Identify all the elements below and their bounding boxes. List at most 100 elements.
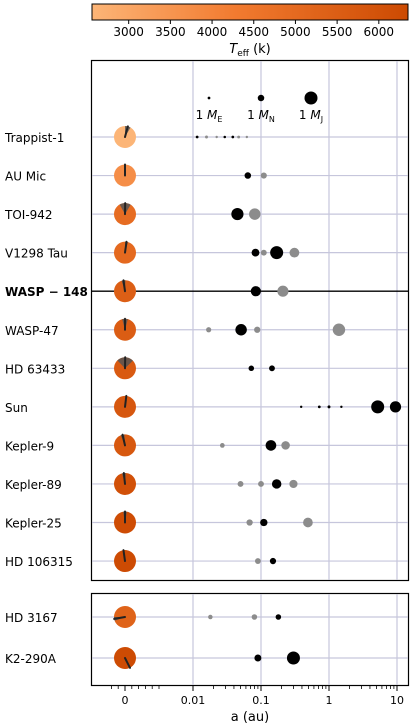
system-row: K2-290A — [5, 647, 408, 669]
system-label: HD 63433 — [5, 362, 65, 376]
system-row: WASP − 148 — [5, 279, 408, 303]
system-row: HD 106315 — [5, 549, 408, 573]
legend-label: 1 ME — [196, 108, 223, 124]
system-label: Sun — [5, 401, 28, 415]
planet-marker — [317, 405, 321, 409]
colorbar-label-sub: eff — [237, 49, 250, 59]
x-tick-label: 10 — [390, 694, 404, 707]
planet-marker — [237, 481, 244, 487]
planet-marker — [260, 172, 267, 179]
planet-marker — [303, 517, 313, 528]
system-label: Kepler-89 — [5, 478, 62, 492]
colorbar-label: Teff (k) — [229, 42, 271, 59]
colorbar-gradient — [91, 3, 409, 21]
planet-marker — [254, 326, 261, 333]
planet-marker — [251, 248, 260, 257]
planet-marker — [371, 400, 385, 414]
system-label: HD 3167 — [5, 611, 58, 625]
x-tick-label: 1 — [326, 694, 333, 707]
obliquity-line — [124, 125, 129, 138]
planet-marker — [248, 365, 255, 372]
colorbar-label-main: T — [229, 42, 238, 57]
system-label: WASP − 148 — [5, 285, 88, 299]
colorbar-tick-label: 4500 — [238, 25, 269, 39]
planet-marker — [269, 365, 275, 372]
obliquity-line — [124, 394, 128, 408]
system-row: Sun — [5, 394, 408, 418]
colorbar-tick-label: 3000 — [113, 25, 144, 39]
system-row: Kepler-25 — [5, 510, 408, 534]
planet-marker — [235, 324, 247, 336]
system-row: Trappist-1 — [4, 125, 408, 148]
main-panel-frame — [90, 59, 410, 582]
system-label: AU Mic — [5, 170, 46, 184]
gridlines — [192, 61, 398, 685]
planet-marker — [195, 135, 199, 139]
obliquity-line — [113, 616, 126, 620]
legend-marker — [207, 96, 211, 100]
planet-marker — [258, 481, 264, 487]
system-row: WASP-47 — [5, 317, 408, 341]
planet-marker — [245, 135, 249, 139]
colorbar-tick-label: 3500 — [155, 25, 186, 39]
x-tick-label: 0.1 — [252, 694, 270, 707]
system-label: V1298 Tau — [5, 247, 68, 261]
planet-marker — [277, 285, 289, 297]
system-row: HD 63433 — [5, 356, 408, 380]
planet-marker — [246, 519, 253, 526]
planet-marker — [254, 558, 261, 564]
planet-marker — [260, 249, 267, 256]
colorbar-ticks: 3000 3500 4000 4500 5000 5500 6000 — [113, 20, 394, 39]
legend-label: 1 MJ — [299, 108, 323, 124]
planet-marker — [260, 518, 268, 527]
planet-marker — [231, 208, 244, 221]
planet-marker — [208, 614, 213, 620]
system-label: Kepler-25 — [5, 517, 62, 531]
planet-marker — [281, 441, 290, 450]
system-label: TOI-942 — [4, 208, 53, 222]
planet-marker — [275, 614, 282, 620]
planet-marker — [289, 247, 300, 258]
planet-marker — [265, 440, 277, 451]
system-row: Kepler-89 — [5, 472, 408, 495]
x-tick-label: 0.01 — [181, 694, 206, 707]
system-row: TOI-942 — [4, 202, 408, 226]
obliquity-line — [124, 657, 131, 669]
planet-marker — [215, 135, 218, 139]
system-label: Trappist-1 — [4, 131, 64, 145]
system-row: V1298 Tau — [5, 240, 408, 264]
obliquity-line — [124, 240, 128, 254]
planet-marker — [340, 405, 343, 409]
planet-marker — [327, 405, 331, 409]
system-row: Kepler-9 — [5, 433, 408, 457]
obliquity-line — [122, 472, 126, 485]
colorbar-tick-label: 4000 — [197, 25, 228, 39]
planet-marker — [206, 327, 212, 333]
x-axis: 0 0.01 0.1 1 10 — [111, 686, 404, 707]
legend-marker — [304, 91, 318, 105]
x-tick-label: 0 — [122, 694, 129, 707]
planet-marker — [286, 651, 300, 665]
system-label: WASP-47 — [5, 324, 59, 338]
system-row: HD 3167 — [5, 606, 408, 628]
x-axis-label: a (au) — [231, 710, 269, 725]
planet-marker — [250, 286, 261, 297]
mass-legend: 1 ME 1 MN 1 MJ — [196, 91, 323, 124]
planet-marker — [299, 405, 303, 409]
system-row: AU Mic — [5, 163, 408, 187]
planet-marker — [271, 479, 282, 489]
planet-marker — [237, 135, 241, 139]
planet-marker — [219, 443, 225, 448]
colorbar: 3000 3500 4000 4500 5000 5500 6000 Teff (k) — [91, 3, 409, 59]
planet-marker — [223, 135, 227, 139]
planet-marker — [249, 208, 261, 220]
planet-marker — [389, 401, 402, 413]
colorbar-tick-label: 5000 — [280, 25, 311, 39]
colorbar-tick-label: 6000 — [364, 25, 395, 39]
planet-marker — [231, 135, 235, 139]
system-label: Kepler-9 — [5, 439, 54, 453]
system-rows: Trappist-1 AU Mic TOI-942 V1298 Tau WASP − 1… — [4, 125, 408, 669]
planet-marker — [254, 654, 262, 662]
legend-label: 1 MN — [247, 108, 275, 124]
system-label: HD 106315 — [5, 555, 73, 569]
